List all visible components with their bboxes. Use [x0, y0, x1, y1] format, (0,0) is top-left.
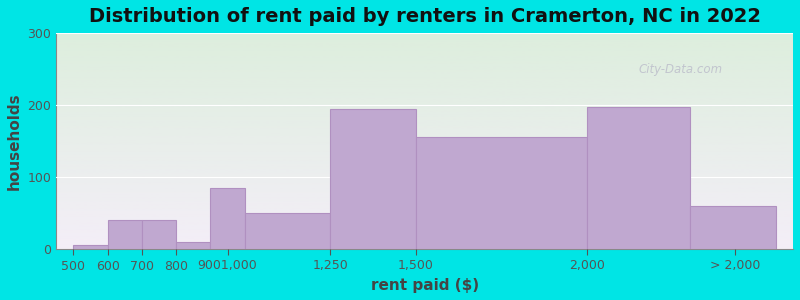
Bar [416, 137, 587, 249]
Y-axis label: households: households [7, 92, 22, 190]
Bar [108, 220, 142, 249]
Text: City-Data.com: City-Data.com [638, 63, 722, 76]
Bar [176, 242, 210, 249]
Bar [74, 245, 108, 249]
Bar [330, 109, 416, 249]
Bar [587, 106, 690, 249]
X-axis label: rent paid ($): rent paid ($) [370, 278, 478, 293]
Bar [142, 220, 176, 249]
Bar [245, 213, 330, 249]
Bar [210, 188, 245, 249]
Title: Distribution of rent paid by renters in Cramerton, NC in 2022: Distribution of rent paid by renters in … [89, 7, 761, 26]
Bar [690, 206, 776, 249]
